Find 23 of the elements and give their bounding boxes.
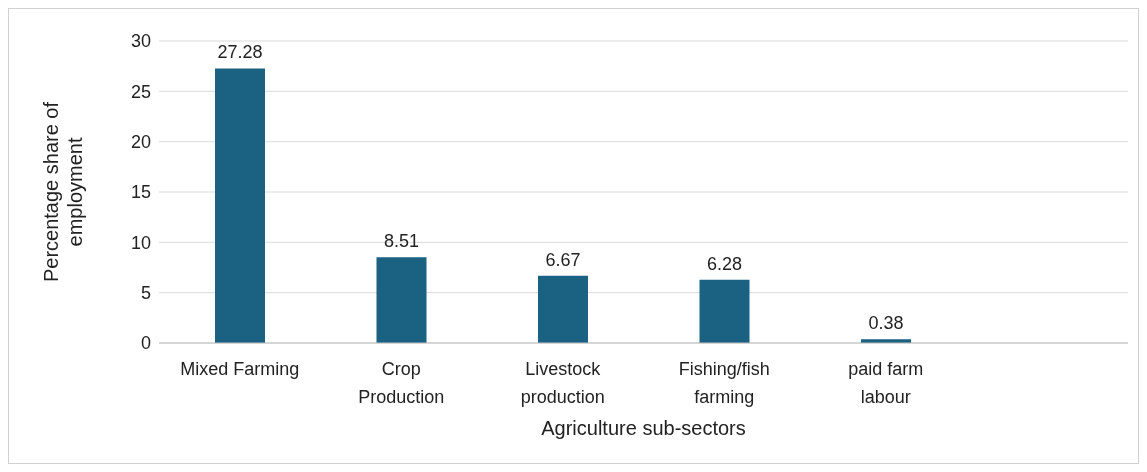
x-tick-label: Livestock production xyxy=(520,359,605,407)
x-tick-label: Fishing/fish farming xyxy=(678,359,770,407)
x-tick-label: paid farm labour xyxy=(848,359,924,407)
data-label: 27.28 xyxy=(217,42,263,63)
data-label: 6.28 xyxy=(706,253,743,274)
data-label: 0.38 xyxy=(868,313,904,334)
y-axis-title: Percentage share of employment xyxy=(40,101,86,283)
y-tick-label: 20 xyxy=(130,132,151,153)
y-tick-label: 10 xyxy=(130,232,151,253)
x-axis-title: Agriculture sub-sectors xyxy=(541,417,746,439)
x-tick-label: Crop Production xyxy=(358,359,445,407)
data-label: 8.51 xyxy=(383,231,420,252)
bar xyxy=(215,68,265,343)
y-tick-label: 30 xyxy=(130,31,151,52)
data-label: 6.67 xyxy=(545,249,581,270)
bar xyxy=(699,279,750,343)
y-tick-label: 15 xyxy=(130,182,151,203)
bar xyxy=(376,257,427,343)
y-tick-label: 0 xyxy=(140,333,151,354)
bar xyxy=(538,275,588,343)
y-tick-label: 25 xyxy=(130,81,151,102)
y-tick-label: 5 xyxy=(140,283,151,304)
x-tick-label: Mixed Farming xyxy=(180,359,300,379)
